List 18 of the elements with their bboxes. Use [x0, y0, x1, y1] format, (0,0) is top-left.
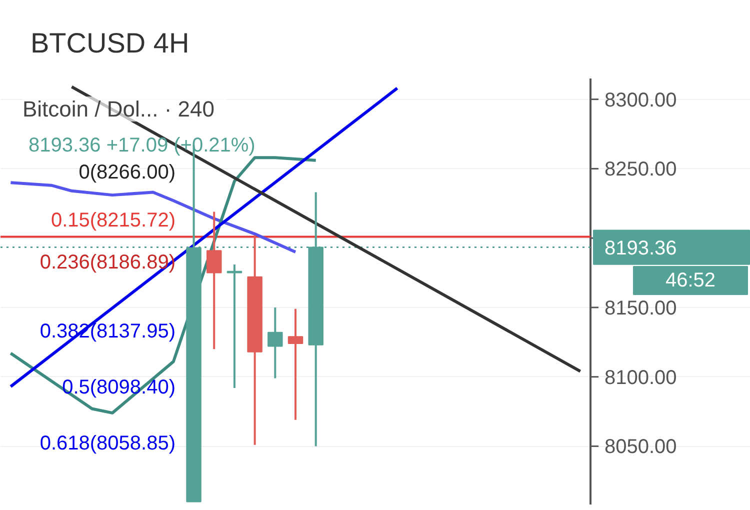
text: 46:52 — [665, 270, 716, 292]
candlestick — [268, 306, 283, 380]
chart-title: BTCUSD 4H — [30, 28, 190, 58]
y-tick-label: 8150.00 — [604, 297, 677, 320]
candlestick — [226, 263, 242, 389]
annotation: 0(8266.00) — [78, 162, 176, 184]
y-tick-label: 8250.00 — [604, 158, 677, 181]
line-series — [9, 181, 297, 254]
annotation: 0.618(8058.85) — [40, 432, 176, 454]
text: Bitcoin / Dol... · 240 — [22, 96, 214, 122]
candlestick — [206, 210, 222, 350]
annotation: 0.15(8215.72) — [50, 210, 176, 232]
annotation: 8193.36 +17.09 (+0.21%) — [28, 134, 256, 156]
ref-line-label: 8193.36 — [604, 237, 677, 260]
candlestick — [288, 308, 304, 421]
y-tick-label: 8300.00 — [604, 89, 677, 112]
y-tick-label: 8050.00 — [604, 436, 677, 458]
y-tick-label: 8100.00 — [604, 366, 677, 389]
